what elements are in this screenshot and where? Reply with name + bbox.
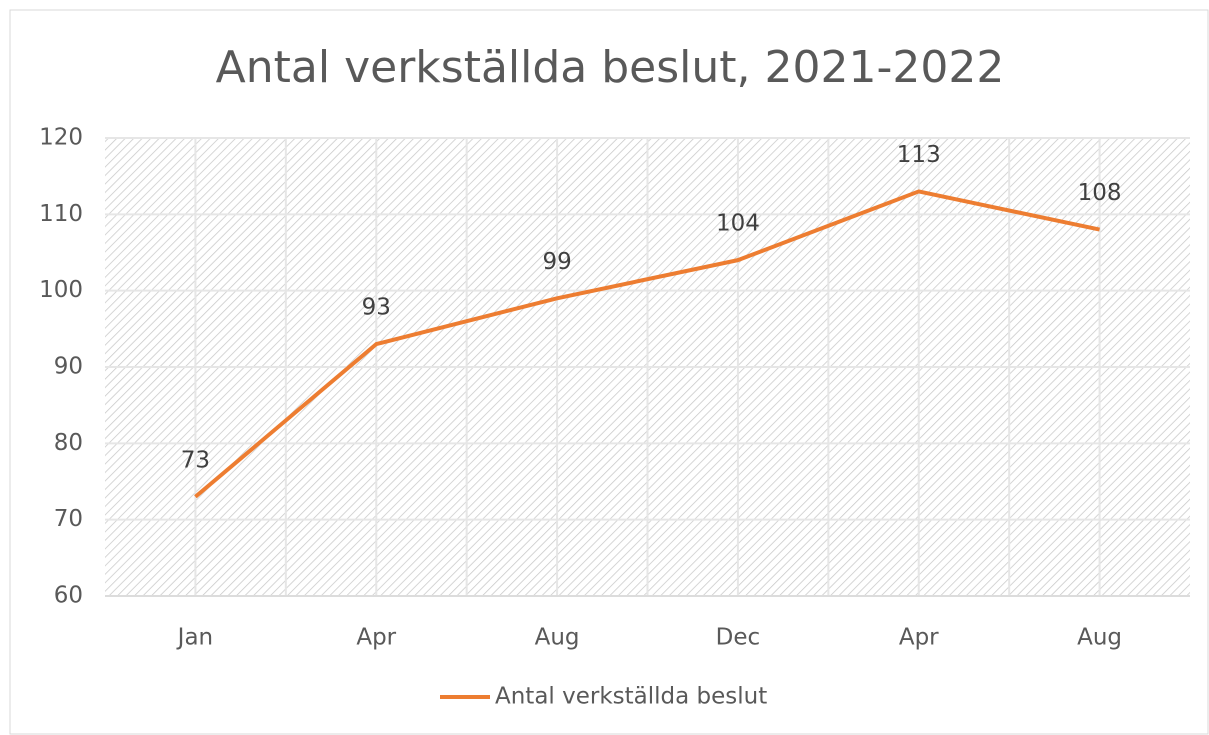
y-tick-label: 70 xyxy=(54,506,83,532)
data-label: 108 xyxy=(1078,180,1122,206)
data-label: 104 xyxy=(716,211,760,237)
series-line xyxy=(194,189,1100,499)
y-tick-label: 110 xyxy=(39,201,83,227)
data-label: 113 xyxy=(897,142,941,168)
x-tick-label: Apr xyxy=(899,625,939,651)
y-tick-label: 120 xyxy=(39,125,83,151)
x-tick-label: Aug xyxy=(1077,625,1122,651)
y-tick-label: 90 xyxy=(54,354,83,380)
legend-label: Antal verkställda beslut xyxy=(495,684,767,710)
data-label: 73 xyxy=(181,447,210,473)
data-label: 93 xyxy=(362,295,391,321)
x-tick-label: Aug xyxy=(535,625,580,651)
x-tick-label: Apr xyxy=(356,625,396,651)
data-label: 99 xyxy=(542,249,571,275)
y-tick-label: 100 xyxy=(39,277,83,303)
legend: Antal verkställda beslut xyxy=(440,684,767,710)
x-tick-label: Dec xyxy=(716,625,761,651)
y-tick-label: 60 xyxy=(54,583,83,609)
x-tick-label: Jan xyxy=(176,625,213,651)
chart-title: Antal verkställda beslut, 2021-2022 xyxy=(216,42,1005,93)
y-tick-label: 80 xyxy=(54,430,83,456)
